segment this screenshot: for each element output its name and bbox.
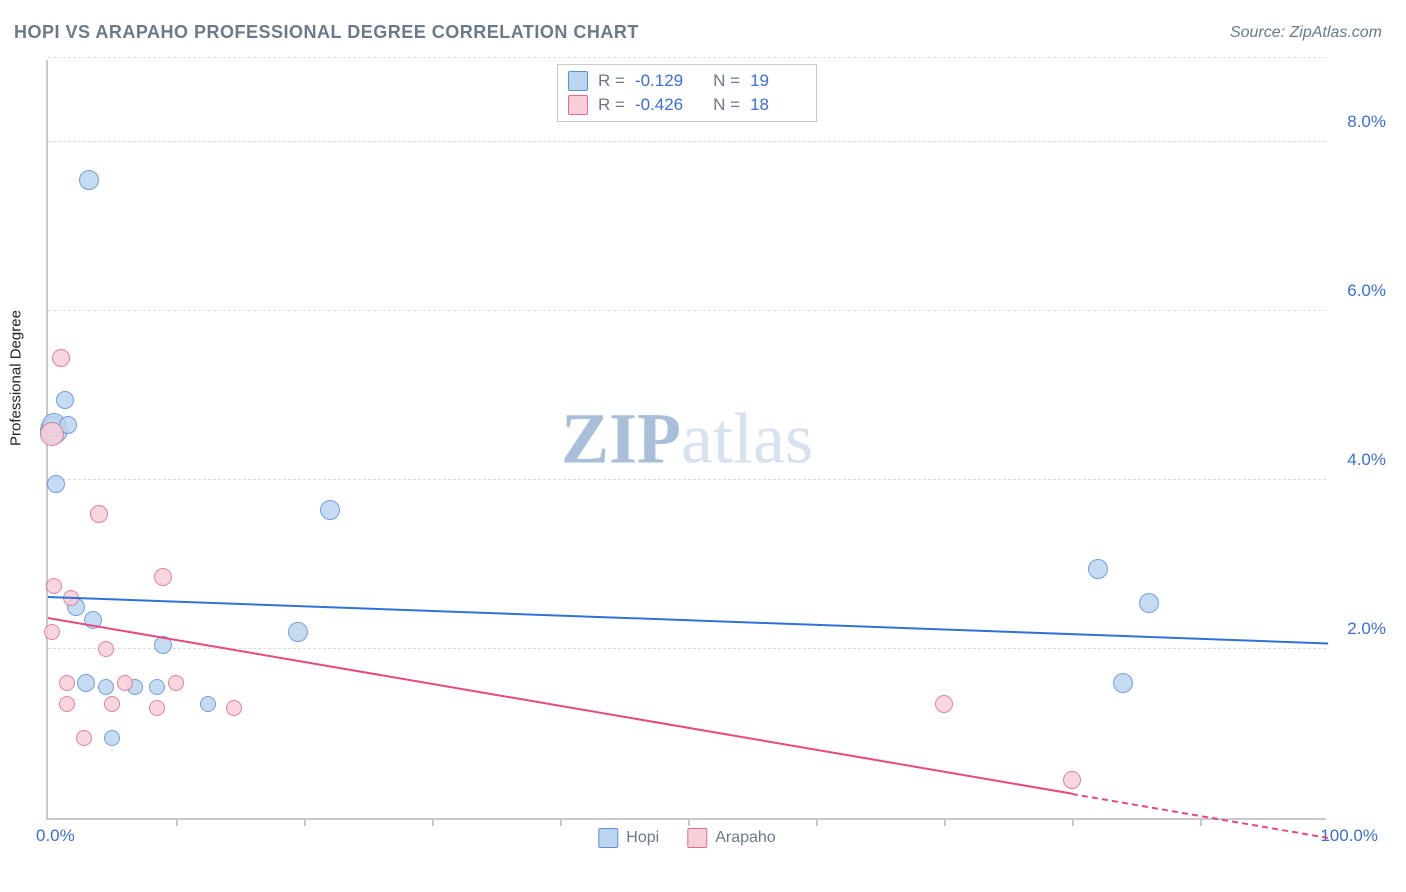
- watermark-strong: ZIP: [561, 399, 681, 479]
- watermark: ZIPatlas: [561, 398, 813, 481]
- data-point: [168, 675, 184, 691]
- data-point: [1088, 559, 1108, 579]
- legend-swatch: [687, 828, 707, 848]
- legend-swatch: [568, 71, 588, 91]
- stats-legend-box: R = -0.129 N = 19 R = -0.426 N = 18: [557, 64, 817, 122]
- data-point: [320, 500, 340, 520]
- legend-item: Arapaho: [687, 828, 776, 848]
- data-point: [98, 641, 114, 657]
- y-tick-label: 2.0%: [1347, 619, 1386, 639]
- plot-area: ZIPatlas R = -0.129 N = 19 R = -0.426 N = 1…: [46, 60, 1326, 820]
- data-point: [40, 422, 64, 446]
- x-axis-max-label: 100.0%: [1320, 826, 1378, 846]
- data-point: [90, 505, 108, 523]
- x-tick: [560, 818, 562, 826]
- chart-container: HOPI VS ARAPAHO PROFESSIONAL DEGREE CORR…: [0, 0, 1406, 892]
- gridline: [48, 141, 1326, 142]
- y-axis-label: Professional Degree: [8, 310, 25, 446]
- x-tick: [1072, 818, 1074, 826]
- r-label: R =: [598, 71, 625, 91]
- data-point: [59, 675, 75, 691]
- data-point: [1113, 673, 1133, 693]
- legend-item: Hopi: [598, 828, 659, 848]
- data-point: [149, 700, 165, 716]
- data-point: [77, 674, 95, 692]
- data-point: [154, 568, 172, 586]
- stats-row: R = -0.426 N = 18: [568, 93, 806, 117]
- legend-label: Hopi: [626, 829, 659, 847]
- watermark-light: atlas: [681, 399, 813, 479]
- chart-title: HOPI VS ARAPAHO PROFESSIONAL DEGREE CORR…: [14, 22, 639, 43]
- data-point: [104, 730, 120, 746]
- data-point: [59, 696, 75, 712]
- data-point: [52, 349, 70, 367]
- data-point: [104, 696, 120, 712]
- r-label: R =: [598, 95, 625, 115]
- n-value: 19: [750, 71, 769, 91]
- x-tick: [1200, 818, 1202, 826]
- data-point: [76, 730, 92, 746]
- legend-label: Arapaho: [715, 829, 776, 847]
- data-point: [1063, 771, 1081, 789]
- data-point: [46, 578, 62, 594]
- data-point: [200, 696, 216, 712]
- bottom-legend: Hopi Arapaho: [598, 828, 775, 848]
- y-tick-label: 8.0%: [1347, 112, 1386, 132]
- source-label: Source: ZipAtlas.com: [1230, 24, 1382, 42]
- r-value: -0.129: [635, 71, 683, 91]
- r-value: -0.426: [635, 95, 683, 115]
- data-point: [935, 695, 953, 713]
- data-point: [44, 624, 60, 640]
- data-point: [149, 679, 165, 695]
- n-value: 18: [750, 95, 769, 115]
- stats-row: R = -0.129 N = 19: [568, 69, 806, 93]
- x-tick: [432, 818, 434, 826]
- data-point: [288, 622, 308, 642]
- gridline: [48, 310, 1326, 311]
- data-point: [56, 391, 74, 409]
- data-point: [79, 170, 99, 190]
- x-tick: [688, 818, 690, 826]
- gridline: [48, 57, 1326, 58]
- x-tick: [304, 818, 306, 826]
- data-point: [1139, 593, 1159, 613]
- data-point: [226, 700, 242, 716]
- y-tick-label: 4.0%: [1347, 450, 1386, 470]
- data-point: [117, 675, 133, 691]
- data-point: [98, 679, 114, 695]
- regression-line: [48, 596, 1328, 644]
- gridline: [48, 479, 1326, 480]
- x-tick: [816, 818, 818, 826]
- data-point: [47, 475, 65, 493]
- n-label: N =: [713, 71, 740, 91]
- y-tick-label: 6.0%: [1347, 281, 1386, 301]
- x-tick: [944, 818, 946, 826]
- legend-swatch: [598, 828, 618, 848]
- x-tick: [176, 818, 178, 826]
- n-label: N =: [713, 95, 740, 115]
- regression-line: [1072, 793, 1328, 839]
- legend-swatch: [568, 95, 588, 115]
- x-axis-min-label: 0.0%: [36, 826, 75, 846]
